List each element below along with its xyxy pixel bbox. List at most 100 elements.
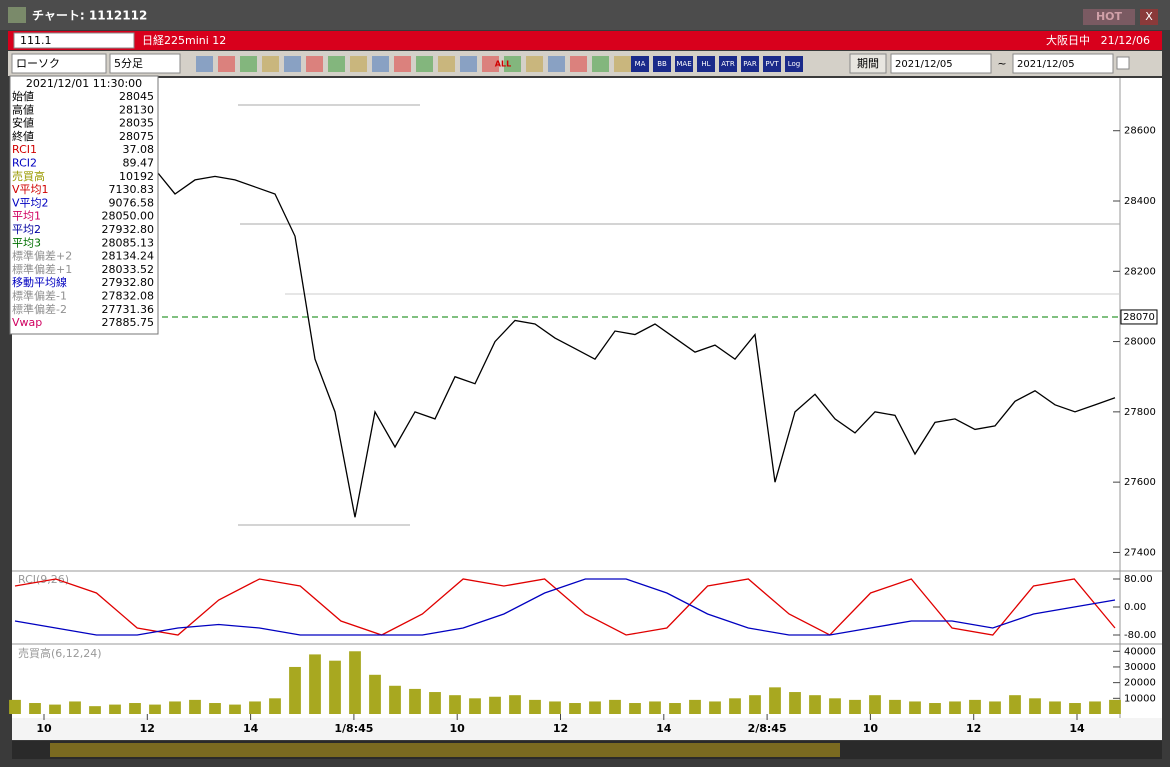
tool-icon[interactable] (482, 56, 499, 72)
close-button[interactable] (1140, 9, 1158, 25)
hot-badge[interactable] (1083, 9, 1135, 25)
volume-bar (629, 703, 641, 714)
checkbox[interactable] (1116, 56, 1130, 70)
volume-bar (349, 651, 361, 714)
symbol-dropdown[interactable] (13, 32, 135, 49)
info-label: 始値 (12, 89, 34, 103)
info-label: 平均2 (12, 223, 41, 236)
tool-icon[interactable] (394, 56, 411, 72)
indicator-label: ATR (721, 60, 735, 68)
volume-bar (429, 692, 441, 714)
session: 大阪日中 (1046, 33, 1090, 47)
tool-icon[interactable] (372, 56, 389, 72)
volume-bar (89, 706, 101, 714)
info-value: 37.08 (123, 143, 155, 156)
tool-icon[interactable] (548, 56, 565, 72)
chart-type-select[interactable] (11, 53, 107, 74)
tool-icon[interactable] (218, 56, 235, 72)
price-marker-box (1120, 309, 1158, 325)
indicator-label: HL (701, 60, 710, 68)
tool-icon[interactable] (504, 56, 521, 72)
indicator-button[interactable] (741, 56, 759, 72)
info-label: RCI2 (12, 157, 37, 170)
tool-icon[interactable] (350, 56, 367, 72)
info-value: 27832.08 (102, 290, 155, 303)
x-tick-label: 14 (656, 722, 672, 735)
info-value: 10192 (119, 170, 154, 183)
y-tick-label: 28600 (1124, 126, 1156, 137)
volume-bar (809, 695, 821, 714)
x-axis-area (12, 718, 1162, 740)
indicator-button[interactable] (763, 56, 781, 72)
info-label: Vwap (12, 316, 42, 329)
x-tick-label: 2/8:45 (748, 722, 787, 735)
y-tick-label: 40000 (1124, 646, 1156, 657)
interval-select[interactable] (109, 53, 181, 74)
indicator-button[interactable] (675, 56, 693, 72)
volume-bar (409, 688, 421, 714)
info-label: 標準偏差+2 (12, 249, 72, 263)
volume-bar (449, 695, 461, 714)
period: 期間 (857, 57, 879, 70)
indicator-button[interactable] (785, 56, 803, 72)
to-date-input[interactable] (1012, 53, 1114, 74)
x-tick-label: 1/8:45 (334, 722, 373, 735)
chart-type: ローソク (16, 57, 60, 70)
info-value: 28085.13 (102, 236, 155, 249)
tool-icon[interactable] (306, 56, 323, 72)
from-date: 2021/12/05 (895, 59, 953, 70)
tool-icon[interactable] (416, 56, 433, 72)
tool-all: ALL (495, 60, 511, 69)
volume-bar (129, 703, 141, 714)
y-tick-label: 20000 (1124, 678, 1156, 689)
y-tick-label: 10000 (1124, 693, 1156, 704)
volume-bar (389, 685, 401, 714)
volume-bar (829, 698, 841, 714)
tool-icon[interactable] (262, 56, 279, 72)
y-tick-label: 27400 (1124, 547, 1156, 558)
volume-bar (109, 704, 121, 714)
info-label: 平均1 (12, 210, 41, 223)
from-date-input[interactable] (890, 53, 992, 74)
tool-icon[interactable] (328, 56, 345, 72)
tool-icon[interactable] (614, 56, 631, 72)
tilde: ~ (997, 57, 1006, 70)
indicator-button[interactable] (631, 56, 649, 72)
volume-bar (329, 660, 341, 714)
tool-icon[interactable] (438, 56, 455, 72)
volume-bar (29, 703, 41, 714)
volume-bar (229, 704, 241, 714)
tool-icon[interactable] (570, 56, 587, 72)
y-tick-label: 80.00 (1124, 574, 1153, 585)
tool-icon[interactable] (526, 56, 543, 72)
volume-bar (269, 698, 281, 714)
info-label: 標準偏差-2 (12, 302, 67, 316)
indicator-button[interactable] (697, 56, 715, 72)
tool-icon[interactable] (240, 56, 257, 72)
rci-line (14, 578, 1116, 636)
info-value: 28035 (119, 117, 154, 130)
info-label: 高値 (12, 102, 34, 116)
tool-icon[interactable] (460, 56, 477, 72)
info-label: V平均1 (12, 183, 49, 196)
tool-icon[interactable] (196, 56, 213, 72)
x-tick-label: 14 (1069, 722, 1085, 735)
info-label: V平均2 (12, 196, 49, 209)
info-value: 9076.58 (109, 196, 155, 209)
volume-bar (709, 701, 721, 714)
volume-bar (949, 701, 961, 714)
info-label: 標準偏差-1 (12, 289, 67, 303)
indicator-label: MA (635, 60, 646, 68)
indicator-label: BB (657, 60, 667, 68)
volume-bar (669, 703, 681, 714)
tool-icon[interactable] (592, 56, 609, 72)
volume-bar (549, 701, 561, 714)
indicator-button[interactable] (719, 56, 737, 72)
scroll-thumb[interactable] (50, 743, 840, 757)
volume-bar (189, 699, 201, 714)
indicator-button[interactable] (653, 56, 671, 72)
tool-icon[interactable] (284, 56, 301, 72)
period-button[interactable] (849, 53, 887, 74)
volume-bar (289, 666, 301, 714)
